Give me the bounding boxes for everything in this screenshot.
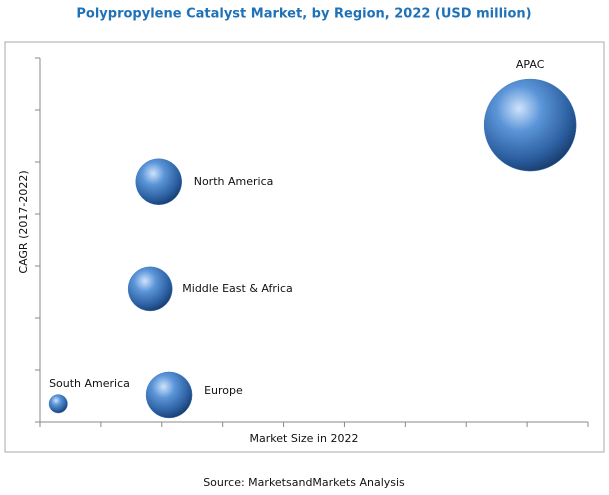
y-axis-label: CAGR (2017-2022) xyxy=(17,170,30,273)
bubble-label: Europe xyxy=(204,384,243,397)
source-note: Source: MarketsandMarkets Analysis xyxy=(203,476,405,489)
plot-frame xyxy=(4,41,605,453)
bubble xyxy=(483,78,577,172)
bubble xyxy=(127,266,173,312)
bubble-label: North America xyxy=(194,175,274,188)
bubble xyxy=(145,371,193,419)
bubble xyxy=(48,394,68,414)
bubble-label: South America xyxy=(49,377,130,390)
bubble-label: APAC xyxy=(516,58,545,71)
chart-title: Polypropylene Catalyst Market, by Region… xyxy=(76,7,531,22)
bubble-label: Middle East & Africa xyxy=(182,282,293,295)
bubble xyxy=(135,158,182,206)
x-axis-label: Market Size in 2022 xyxy=(250,432,359,445)
